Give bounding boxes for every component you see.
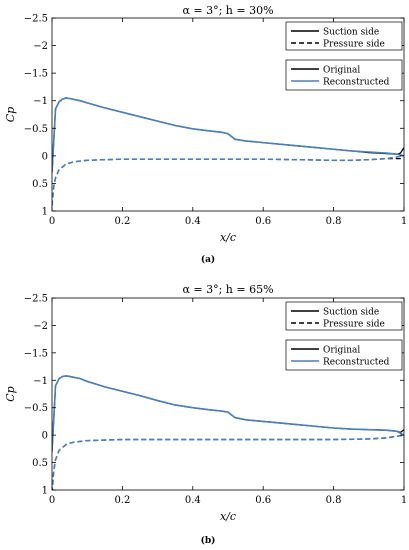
legend-frame	[285, 21, 403, 51]
y-tick-label: −1	[33, 376, 48, 387]
legend-box-1: Suction side Pressure side	[285, 21, 403, 51]
x-tick-label: 0.4	[185, 216, 201, 227]
series-line-original-pressure	[52, 434, 404, 490]
y-tick-label: 0	[42, 151, 48, 162]
x-tick-label: 0.6	[255, 495, 271, 506]
axes-frame	[51, 297, 405, 491]
x-tick-label: 0.8	[326, 216, 342, 227]
legend-frame	[285, 301, 403, 331]
series-line-reconstructed-pressure	[52, 155, 404, 206]
y-tick-label: 0.5	[32, 179, 48, 190]
legend-label: Pressure side	[323, 40, 385, 50]
legend-label: Original	[323, 66, 360, 76]
x-tick-label: 0.8	[326, 495, 342, 506]
legend-label: Suction side	[323, 308, 379, 318]
y-tick-label: 0.5	[32, 458, 48, 469]
y-tick-label: −0.5	[24, 124, 48, 135]
y-axis-label: Cp	[4, 386, 17, 401]
y-tick-label: −2	[33, 321, 48, 332]
legend-label: Reconstructed	[323, 358, 390, 368]
series-line-original-suction	[52, 97, 404, 173]
x-tick-label: 1	[401, 216, 407, 227]
series-line-reconstructed-suction	[52, 375, 404, 452]
legend-label: Suction side	[323, 28, 379, 38]
x-axis-label: x/c	[220, 510, 236, 523]
chart-title: α = 3°; h = 30%	[182, 4, 273, 17]
legend-frame	[285, 59, 403, 91]
y-tick-label: −2.5	[24, 14, 48, 25]
legend-label: Reconstructed	[323, 78, 390, 88]
y-tick-label: 0	[42, 431, 48, 442]
legend-box-2: Original Reconstructed	[285, 59, 403, 91]
x-tick-label: 0.2	[114, 216, 130, 227]
y-tick-label: −1.5	[24, 69, 48, 80]
y-tick-label: 1	[42, 486, 48, 497]
y-tick-label: −1	[33, 96, 48, 107]
y-tick-label: −0.5	[24, 403, 48, 414]
series-line-reconstructed-suction	[52, 97, 404, 173]
axes-frame	[51, 17, 405, 212]
x-tick-label: 0.6	[255, 216, 271, 227]
y-axis-label: Cp	[4, 107, 17, 122]
x-tick-label: 0	[49, 216, 55, 227]
x-tick-label: 0	[49, 495, 55, 506]
chart-b: α = 3°; h = 65% 0 0.2 0.4 0.6 0.8 1 −2.5 −2 −1.5 −…	[4, 283, 407, 546]
chart-title: α = 3°; h = 65%	[182, 283, 273, 296]
subfigure-caption: (b)	[201, 535, 216, 546]
x-axis-label: x/c	[220, 231, 236, 244]
legend-box-1: Suction side Pressure side	[285, 301, 403, 331]
x-tick-label: 0.4	[185, 495, 201, 506]
y-tick-label: −2.5	[24, 294, 48, 305]
y-tick-label: 1	[42, 207, 48, 218]
legend-label: Pressure side	[323, 320, 385, 330]
subfigure-caption: (a)	[201, 254, 215, 265]
series-line-original-pressure	[52, 157, 404, 206]
x-tick-label: 1	[401, 495, 407, 506]
chart-a: α = 3°; h = 30% 0 0.2 0.4 0.6 0.8 1 −2.5 −2 −1.5 −…	[4, 4, 407, 265]
y-tick-label: −2	[33, 41, 48, 52]
y-tick-label: −1.5	[24, 348, 48, 359]
x-tick-label: 0.2	[114, 495, 130, 506]
legend-box-2: Original Reconstructed	[285, 339, 403, 371]
legend-frame	[285, 339, 403, 371]
series-line-reconstructed-pressure	[52, 434, 404, 490]
legend-label: Original	[323, 346, 360, 356]
